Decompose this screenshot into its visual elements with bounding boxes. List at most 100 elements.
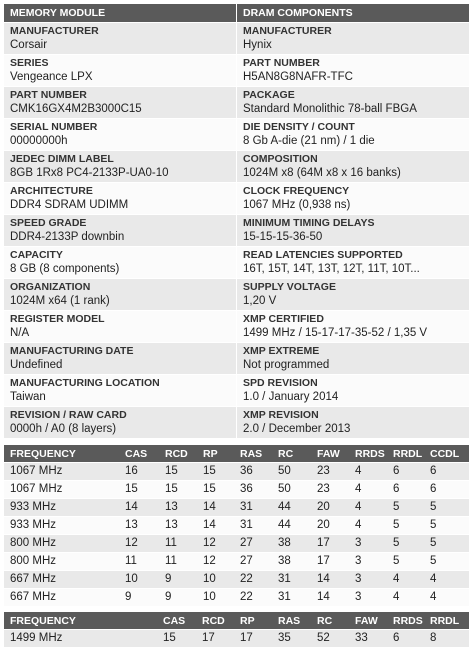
column-header: RCD <box>202 615 225 627</box>
table-cell: 933 MHz <box>10 501 57 513</box>
column-header: RRDL <box>393 448 423 460</box>
field-value: 1067 MHz (0,938 ns) <box>243 199 351 211</box>
field-label: REGISTER MODEL <box>10 313 105 325</box>
column-header: RP <box>203 448 218 460</box>
field-value: 2.0 / December 2013 <box>243 423 351 435</box>
column-header: RRDS <box>355 448 385 460</box>
info-cell: ORGANIZATION 1024M x64 (1 rank) <box>4 279 236 310</box>
table-cell: 17 <box>317 537 330 549</box>
table-cell: 10 <box>203 591 216 603</box>
table-cell: 12 <box>203 555 216 567</box>
table-cell: 3 <box>355 573 362 585</box>
info-cell: PACKAGE Standard Monolithic 78-ball FBGA <box>237 87 469 118</box>
field-value: H5AN8G8NAFR-TFC <box>243 71 353 83</box>
field-value: DDR4 SDRAM UDIMM <box>10 199 129 211</box>
table-row <box>4 553 469 570</box>
table-cell: 9 <box>165 591 172 603</box>
column-header: CAS <box>125 448 148 460</box>
field-value: CMK16GX4M2B3000C15 <box>10 103 142 115</box>
field-label: PART NUMBER <box>243 57 320 69</box>
info-cell: PART NUMBER H5AN8G8NAFR-TFC <box>237 55 469 86</box>
column-header: RAS <box>278 615 301 627</box>
info-cell: XMP CERTIFIED 1499 MHz / 15-17-17-35-52 /… <box>237 311 469 342</box>
table-cell: 14 <box>317 591 330 603</box>
table-cell: 50 <box>278 465 291 477</box>
table-cell: 14 <box>317 573 330 585</box>
table-cell: 9 <box>125 591 132 603</box>
info-cell: COMPOSITION 1024M x8 (64M x8 x 16 banks) <box>237 151 469 182</box>
table-cell: 10 <box>203 573 216 585</box>
table-cell: 4 <box>355 501 362 513</box>
field-value: 1024M x8 (64M x8 x 16 banks) <box>243 167 401 179</box>
table-cell: 4 <box>393 591 400 603</box>
table-cell: 11 <box>125 555 137 567</box>
table-cell: 6 <box>393 465 400 477</box>
table-cell: 1067 MHz <box>10 465 63 477</box>
table-cell: 22 <box>240 591 253 603</box>
field-label: READ LATENCIES SUPPORTED <box>243 249 403 261</box>
table-row <box>4 571 469 588</box>
table-cell: 50 <box>278 483 291 495</box>
table-header-bg <box>4 445 469 462</box>
field-value: Standard Monolithic 78-ball FBGA <box>243 103 417 115</box>
field-label: MANUFACTURER <box>10 25 99 37</box>
table-cell: 14 <box>203 519 216 531</box>
field-label: MANUFACTURING LOCATION <box>10 377 160 389</box>
table-cell: 15 <box>165 483 178 495</box>
table-cell: 17 <box>317 555 330 567</box>
table-cell: 13 <box>165 501 178 513</box>
table-cell: 36 <box>240 483 253 495</box>
field-value: 8 Gb A-die (21 nm) / 1 die <box>243 135 375 147</box>
table-cell: 23 <box>317 465 330 477</box>
table-cell: 6 <box>393 632 400 644</box>
field-label: PACKAGE <box>243 89 295 101</box>
table-cell: 12 <box>125 537 138 549</box>
table-cell: 22 <box>240 573 253 585</box>
info-cell: REVISION / RAW CARD 0000h / A0 (8 layers) <box>4 407 236 438</box>
table-row <box>4 535 469 552</box>
field-label: XMP EXTREME <box>243 345 320 357</box>
table-cell: 31 <box>278 591 291 603</box>
table-cell: 4 <box>355 483 362 495</box>
info-cell: READ LATENCIES SUPPORTED 16T, 15T, 14T, 1… <box>237 247 469 278</box>
info-cell: SERIES Vengeance LPX <box>4 55 236 86</box>
table-cell: 31 <box>278 573 291 585</box>
table-cell: 800 MHz <box>10 555 57 567</box>
column-header: RCD <box>165 448 188 460</box>
column-header: FAW <box>355 615 378 627</box>
table-cell: 6 <box>393 483 400 495</box>
table-cell: 20 <box>317 519 330 531</box>
table-cell: 15 <box>163 632 176 644</box>
info-cell: MANUFACTURING LOCATION Taiwan <box>4 375 236 406</box>
info-cell: SPD REVISION 1.0 / January 2014 <box>237 375 469 406</box>
column-header: FREQUENCY <box>10 615 76 627</box>
field-value: 00000000h <box>10 135 68 147</box>
info-cell: MANUFACTURING DATE Undefined <box>4 343 236 374</box>
table-header-bg <box>4 612 469 629</box>
table-cell: 15 <box>203 483 216 495</box>
info-cell: SUPPLY VOLTAGE 1,20 V <box>237 279 469 310</box>
field-value: 1.0 / January 2014 <box>243 391 339 403</box>
field-label: MANUFACTURER <box>243 25 332 37</box>
table-cell: 5 <box>430 501 437 513</box>
table-row <box>4 463 469 480</box>
info-cell: DIE DENSITY / COUNT 8 Gb A-die (21 nm) / … <box>237 119 469 150</box>
table-cell: 3 <box>355 591 362 603</box>
table-cell: 4 <box>430 573 437 585</box>
info-cell: JEDEC DIMM LABEL 8GB 1Rx8 PC4-2133P-UA0-1… <box>4 151 236 182</box>
table-cell: 31 <box>240 501 253 513</box>
field-label: SPEED GRADE <box>10 217 87 229</box>
field-value: 0000h / A0 (8 layers) <box>10 423 117 435</box>
table-cell: 933 MHz <box>10 519 57 531</box>
table-cell: 44 <box>278 501 291 513</box>
field-value: 1499 MHz / 15-17-17-35-52 / 1,35 V <box>243 327 428 339</box>
field-label: XMP CERTIFIED <box>243 313 324 325</box>
field-value: Hynix <box>243 39 272 51</box>
section-header: MEMORY MODULE <box>4 4 236 22</box>
table-cell: 4 <box>430 591 437 603</box>
column-header: FREQUENCY <box>10 448 76 460</box>
table-cell: 16 <box>125 465 138 477</box>
column-header: RP <box>240 615 255 627</box>
field-label: CLOCK FREQUENCY <box>243 185 350 197</box>
table-cell: 14 <box>203 501 216 513</box>
